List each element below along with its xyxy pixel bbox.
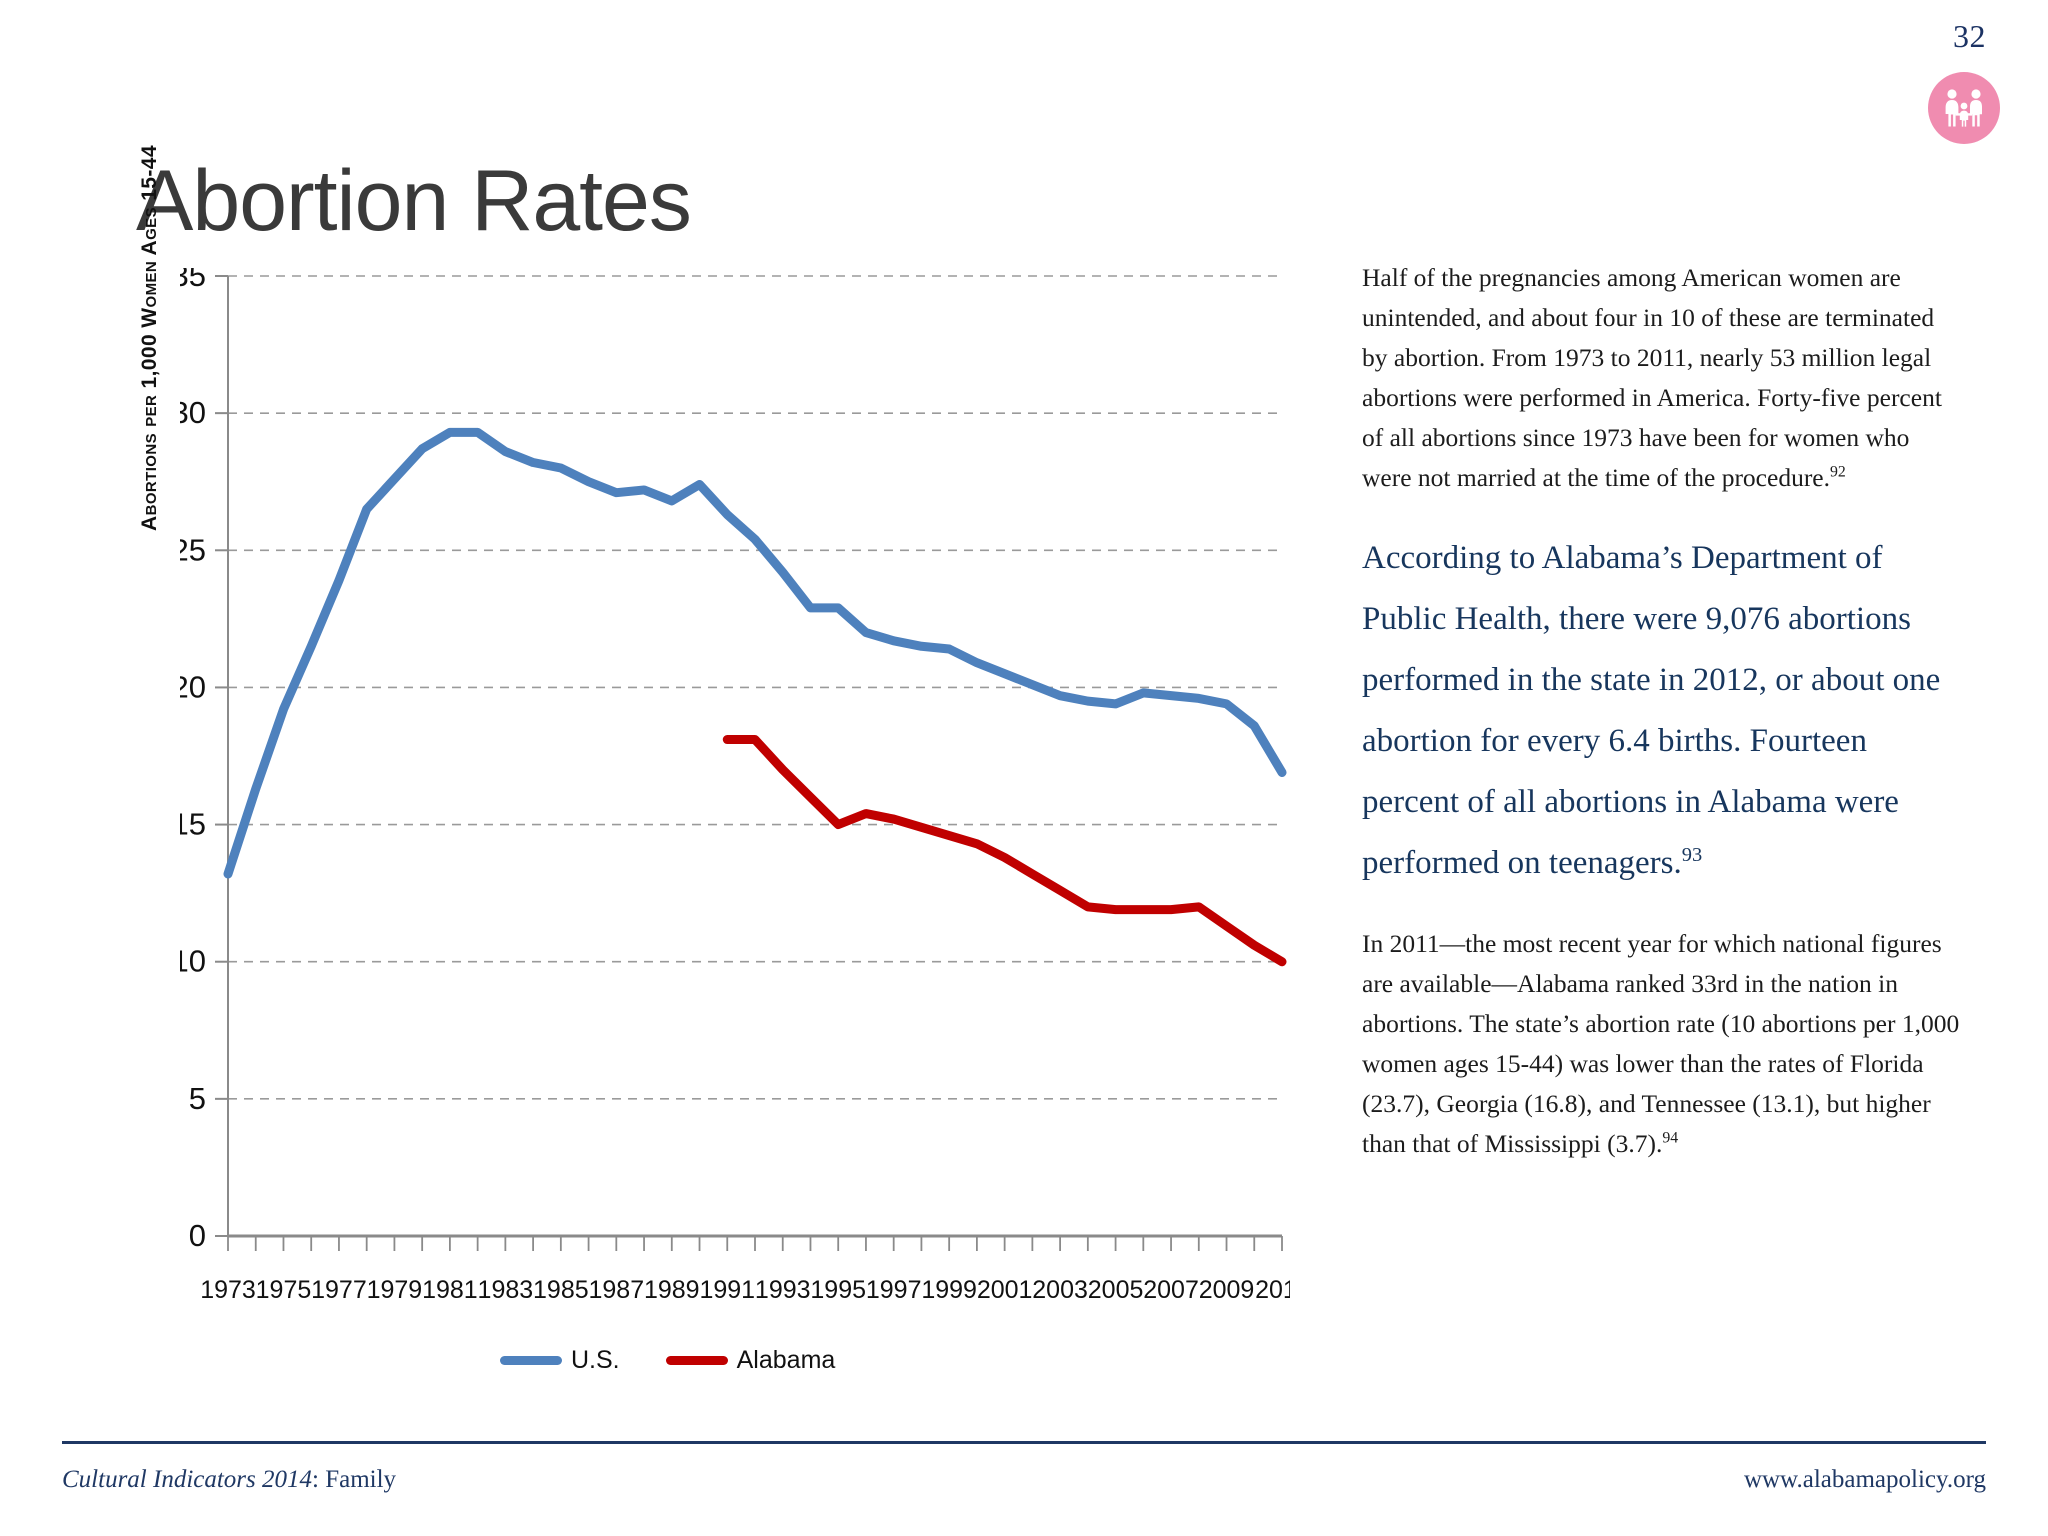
x-tick-label: 1993 [755,1276,811,1304]
pull-quote: According to Alabama’s Department of Pub… [1362,528,1962,894]
x-tick-label: 1981 [422,1276,478,1304]
page-number: 32 [1953,18,1986,54]
legend-item-alabama[interactable]: Alabama [665,1346,836,1375]
footnote-92: 92 [1830,463,1846,481]
x-tick-label: 1985 [533,1276,589,1304]
footer-divider [62,1441,1986,1444]
legend-swatch-alabama [665,1356,728,1365]
plot-area: 0 5 10 15 20 25 30 35 1973 1975 1977 1979 1981 1983 1… [180,268,1290,1318]
y-tick-label: 35 [180,268,206,293]
footer-website[interactable]: www.alabamapolicy.org [1743,1466,1986,1493]
y-tick-label: 15 [180,807,206,842]
y-tick-label: 10 [180,944,206,979]
family-icon-badge [1928,72,2000,144]
paragraph-intro: Half of the pregnancies among American w… [1362,258,1962,498]
series-line-alabama [722,735,1287,967]
x-tick-label: 2007 [1143,1276,1199,1304]
paragraph-ranking-text: In 2011—the most recent year for which n… [1362,929,1960,1158]
x-axis [227,1234,1283,1251]
pull-quote-text: According to Alabama’s Department of Pub… [1362,540,1941,881]
x-tick-label: 2003 [1032,1276,1088,1304]
x-tick-label: 1975 [256,1276,312,1304]
x-tick-label: 1983 [478,1276,534,1304]
page-title: Abortion Rates [136,152,692,249]
family-icon [1941,87,1987,129]
x-tick-labels: 1973 1975 1977 1979 1981 1983 1985 1987 1989 1991… [200,1276,1290,1304]
text-column: Half of the pregnancies among American w… [1362,258,1962,1194]
footer: Cultural Indicators 2014: Family www.ala… [62,1466,1986,1494]
paragraph-intro-text: Half of the pregnancies among American w… [1362,263,1942,492]
paragraph-ranking: In 2011—the most recent year for which n… [1362,924,1962,1164]
series-line-us [223,427,1287,879]
legend-label-us: U.S. [571,1346,620,1374]
x-tick-label: 1991 [699,1276,755,1304]
x-tick-label: 2001 [977,1276,1033,1304]
footer-publication-title: Cultural Indicators 2014 [62,1466,313,1493]
x-tick-label: 1989 [644,1276,700,1304]
y-axis [215,275,229,1237]
x-tick-label: 2005 [1088,1276,1144,1304]
y-tick-label: 0 [189,1218,206,1253]
legend-label-alabama: Alabama [736,1346,836,1374]
abortion-rates-chart: Abortions per 1,000 Women Ages 15-44 0 5 1… [120,145,1300,1388]
footer-section: : Family [312,1466,397,1493]
x-tick-label: 1999 [921,1276,977,1304]
y-tick-label: 5 [189,1081,206,1116]
y-tick-label: 25 [180,532,206,567]
x-tick-label: 1977 [311,1276,367,1304]
footer-left: Cultural Indicators 2014: Family [62,1466,396,1494]
chart-legend: U.S. Alabama [500,1346,835,1375]
y-axis-title: Abortions per 1,000 Women Ages 15-44 [138,145,161,531]
y-tick-label: 20 [180,669,206,704]
legend-item-us[interactable]: U.S. [500,1346,620,1375]
footnote-94: 94 [1662,1129,1679,1147]
series-lines [223,427,1287,967]
x-tick-label: 1973 [200,1276,256,1304]
footnote-93: 93 [1681,844,1703,866]
x-tick-label: 1987 [589,1276,645,1304]
x-tick-label: 1979 [367,1276,423,1304]
x-tick-label: 2009 [1199,1276,1255,1304]
y-tick-labels: 0 5 10 15 20 25 30 35 [180,268,206,1253]
grid-lines [228,275,1282,1100]
x-tick-label: 2011 [1255,1276,1290,1304]
legend-swatch-us [500,1356,562,1365]
x-tick-label: 1997 [866,1276,922,1304]
x-tick-label: 1995 [810,1276,866,1304]
y-tick-label: 30 [180,395,206,430]
